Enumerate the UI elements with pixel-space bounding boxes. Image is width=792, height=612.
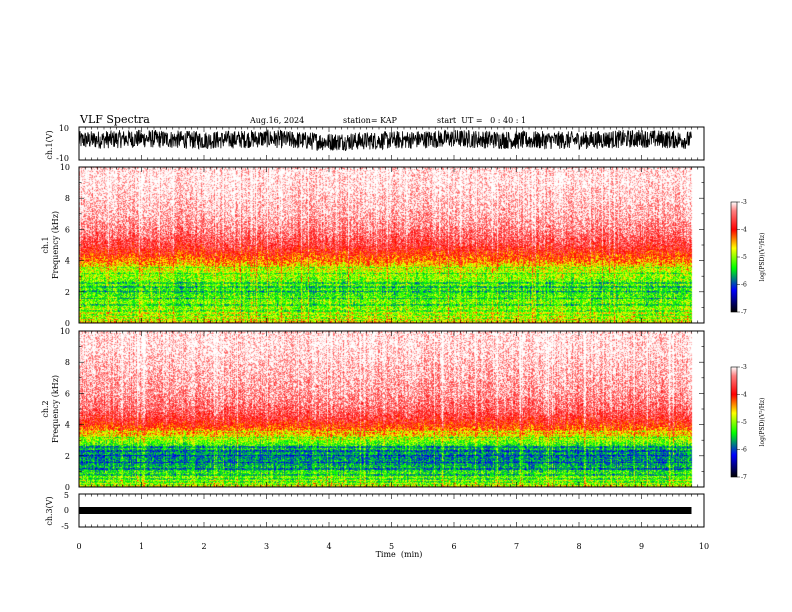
ch1-colorbar-title: log(PSD)(V²/Hz) xyxy=(759,233,766,282)
ch3-ylabel: ch.3(V) xyxy=(45,496,54,525)
frequency-tick-label: 2 xyxy=(65,452,70,461)
frequency-tick-label: 6 xyxy=(65,225,70,234)
colorbar-tick-label: -6 xyxy=(741,447,747,454)
ch1-waveform-line xyxy=(78,129,692,152)
time-tick-label: 8 xyxy=(576,542,581,551)
ch3-waveform-panel: 5 0 -5 ch.3(V) xyxy=(45,491,705,531)
frequency-tick-label: 4 xyxy=(65,421,70,430)
ch2-colorbar: -3 -4 -5 -6 -7 log(PSD)(V²/Hz) xyxy=(730,364,766,481)
time-axis-label: Time (min) xyxy=(376,550,423,559)
ch1-spectrogram-panel: 10 8 6 4 2 0 ch.1 Frequency (kHz) xyxy=(41,163,705,328)
colorbar-tick-label: -4 xyxy=(741,392,747,399)
colorbar-tick-label: -7 xyxy=(741,309,747,316)
ch1-spectrogram-ticks xyxy=(78,167,705,323)
time-tick-label: 9 xyxy=(639,542,644,551)
frequency-tick-label: 8 xyxy=(65,358,70,367)
colorbar-tick-label: -3 xyxy=(741,199,747,206)
ch3-ytick-bottom: -5 xyxy=(61,522,69,531)
colorbar-tick-label: -7 xyxy=(741,474,747,481)
time-tick-label: 3 xyxy=(264,542,269,551)
colorbar-tick-label: -4 xyxy=(741,227,747,234)
ch2-spec-label: ch.2 xyxy=(41,400,50,417)
frequency-tick-label: 0 xyxy=(65,483,70,492)
frequency-tick-label: 8 xyxy=(65,194,70,203)
date-label: Aug.16, 2024 xyxy=(249,116,304,125)
time-tick-label: 4 xyxy=(326,542,331,551)
time-tick-label: 6 xyxy=(451,542,456,551)
ch2-spectrogram-panel: 10 8 6 4 2 0 ch.2 Frequency (kHz) xyxy=(41,327,705,492)
time-tick-label: 0 xyxy=(76,542,81,551)
time-tick-label: 7 xyxy=(514,542,519,551)
time-tick-label: 1 xyxy=(139,542,144,551)
ch2-frequency-label: Frequency (kHz) xyxy=(51,375,60,443)
station-label: station= KAP xyxy=(343,116,398,125)
time-axis-tick-labels: 0 1 2 3 4 5 6 7 8 9 10 xyxy=(76,542,709,551)
start-time-label: start UT = 0 : 40 : 1 xyxy=(437,116,526,125)
time-tick-label: 10 xyxy=(699,542,709,551)
figure-title: VLF Spectra xyxy=(79,113,150,126)
colorbar-tick-label: -3 xyxy=(741,364,747,371)
time-tick-label: 5 xyxy=(389,542,394,551)
ch3-ytick-top: 5 xyxy=(64,491,69,500)
ch1-spec-label: ch.1 xyxy=(41,236,50,253)
ch2-spectrogram-ticks xyxy=(78,331,705,487)
colorbar-tick-label: -5 xyxy=(741,254,747,261)
ch3-ytick-mid: 0 xyxy=(64,506,69,515)
frequency-tick-label: 2 xyxy=(65,288,70,297)
ch1-frequency-ticks: 10 8 6 4 2 0 xyxy=(60,163,704,328)
ch1-colorbar-ticks: -3 -4 -5 -6 -7 xyxy=(737,199,747,316)
ch3-waveform-band xyxy=(79,507,692,514)
ch1-ylabel: ch.1(V) xyxy=(45,130,54,159)
ch3-waveform-ticks xyxy=(78,494,705,527)
frequency-tick-label: 4 xyxy=(65,257,70,266)
ch1-spectrogram-canvas xyxy=(79,167,704,323)
colorbar-tick-label: -5 xyxy=(741,419,747,426)
ch1-waveform-ticks xyxy=(78,127,705,160)
ch2-colorbar-ticks: -3 -4 -5 -6 -7 xyxy=(737,364,747,481)
ch1-colorbar: -3 -4 -5 -6 -7 log(PSD)(V²/Hz) xyxy=(730,199,766,316)
ch1-waveform-panel: 10 -10 ch.1(V) xyxy=(45,124,705,163)
colorbar-tick-label: -6 xyxy=(741,282,747,289)
frequency-tick-label: 6 xyxy=(65,389,70,398)
frequency-tick-label: 10 xyxy=(60,327,70,336)
time-tick-label: 2 xyxy=(201,542,206,551)
ch2-frequency-ticks: 10 8 6 4 2 0 xyxy=(60,327,704,492)
ch1-ytick-top: 10 xyxy=(59,124,69,133)
frequency-tick-label: 0 xyxy=(65,319,70,328)
ch2-spectrogram-canvas xyxy=(79,331,704,487)
ch1-ytick-bottom: -10 xyxy=(56,154,69,163)
ch2-colorbar-title: log(PSD)(V²/Hz) xyxy=(759,398,766,447)
frequency-tick-label: 10 xyxy=(60,163,70,172)
ch1-frequency-label: Frequency (kHz) xyxy=(51,211,60,279)
